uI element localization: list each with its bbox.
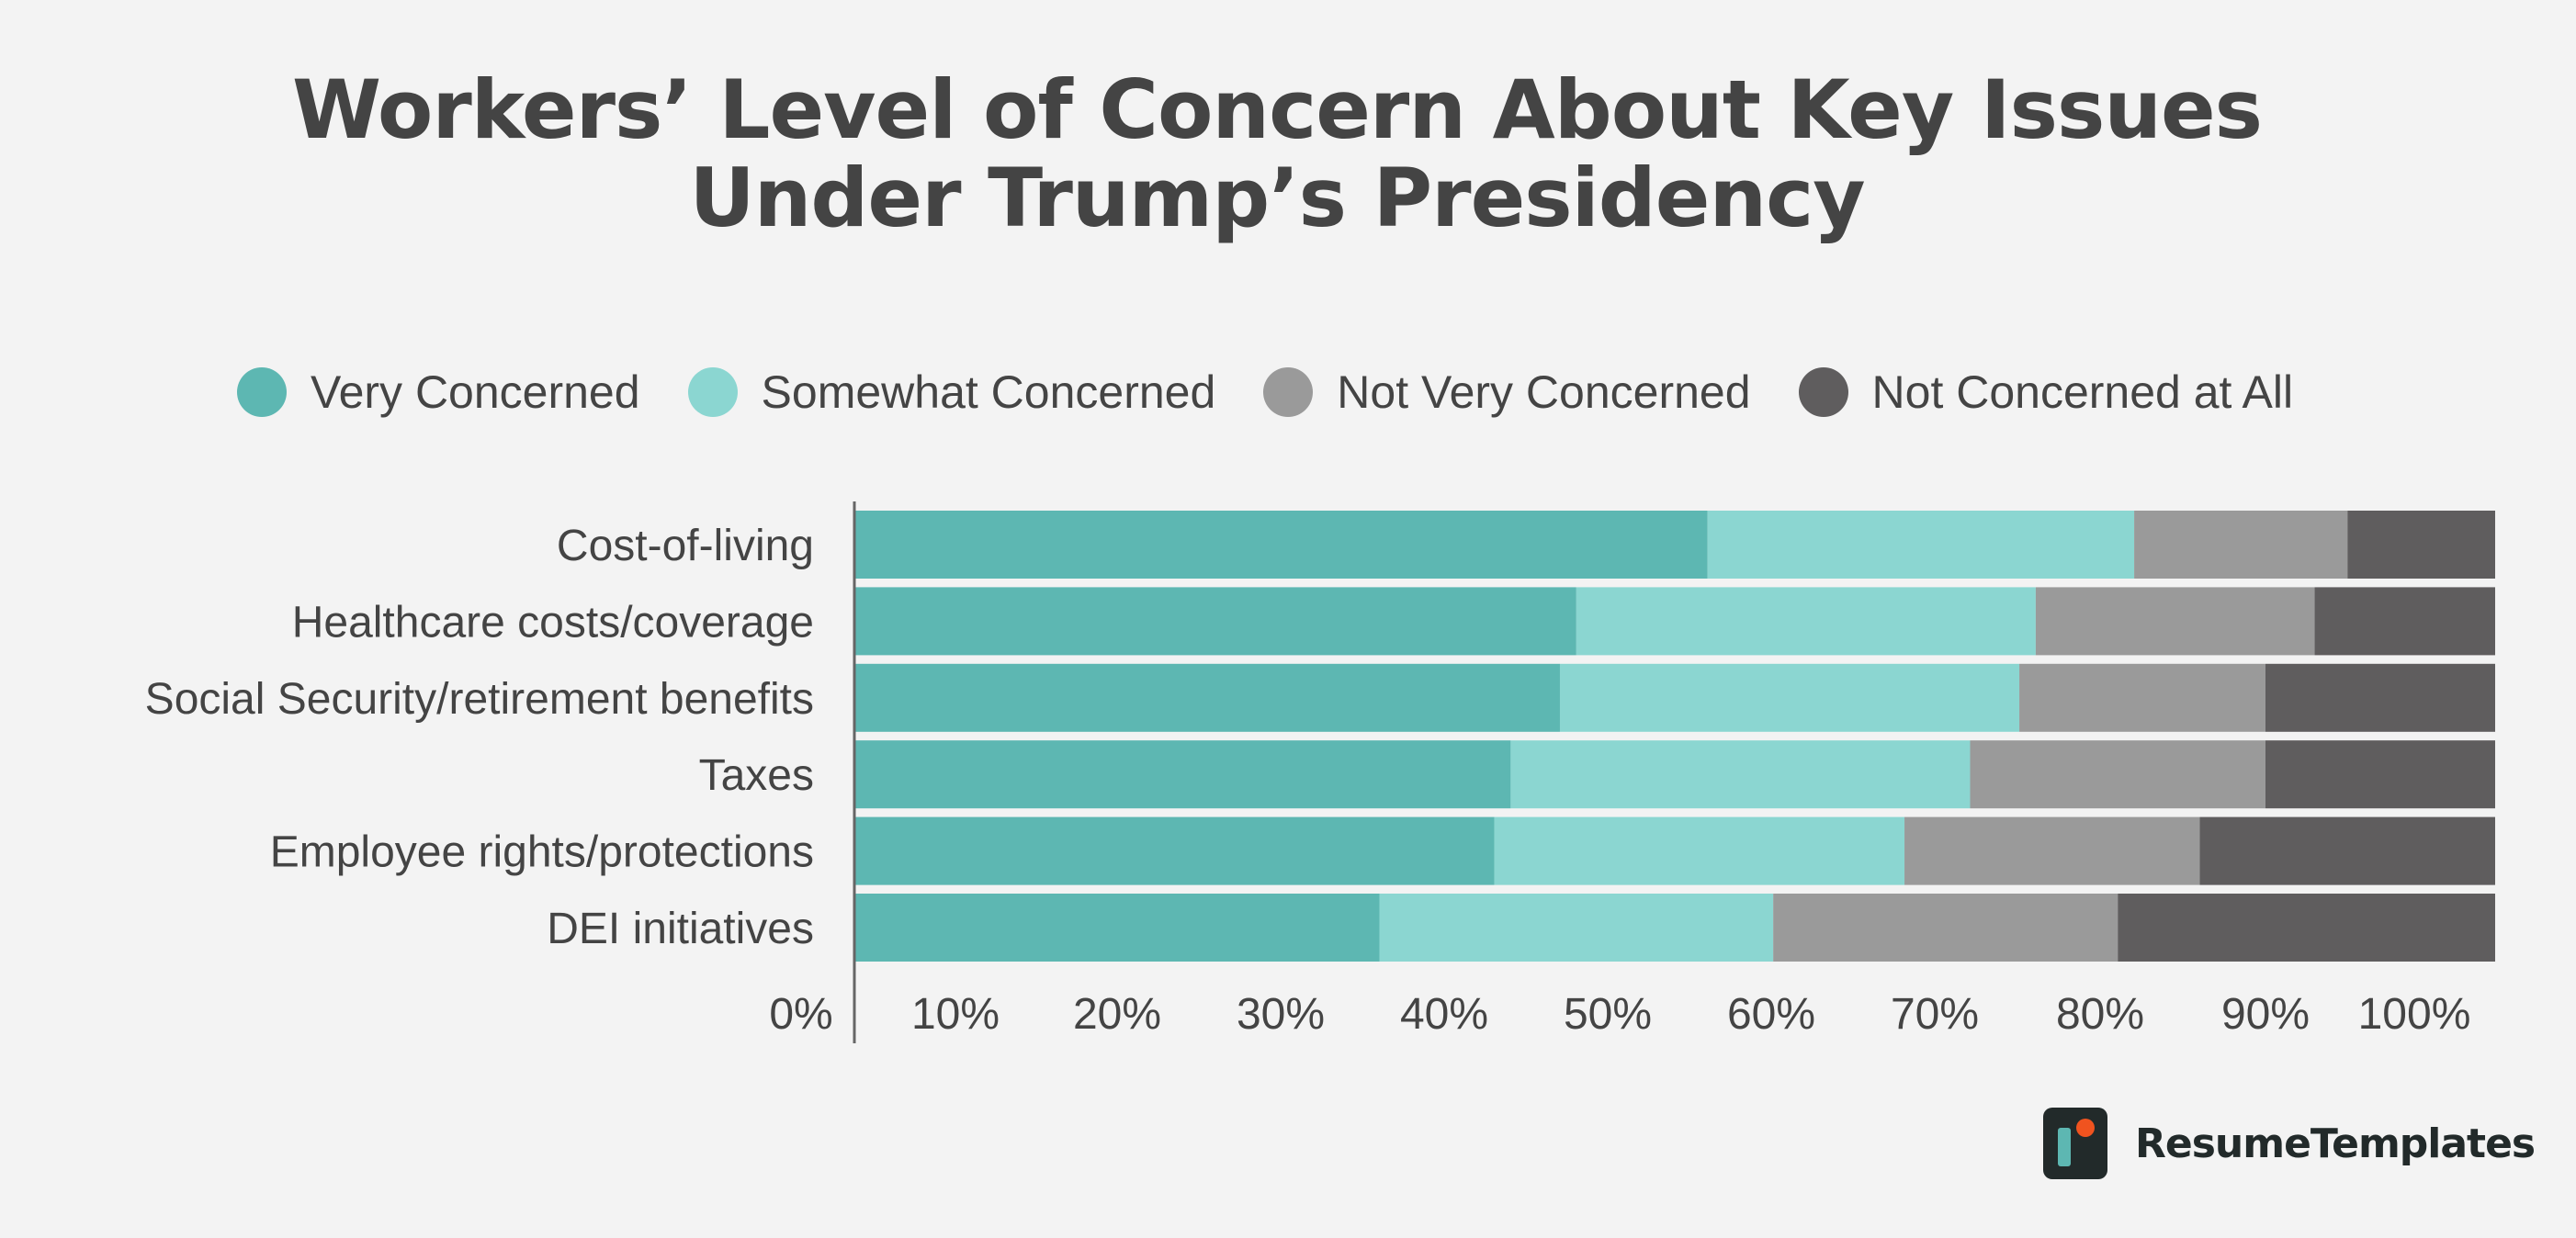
- category-label-social-security-retirement-benefits: Social Security/retirement benefits: [145, 675, 814, 724]
- bar-healthcare-costs-coverage-not-concerned-at-all: [2314, 587, 2495, 656]
- bar-social-security-retirement-benefits-very-concerned: [854, 663, 1560, 732]
- bar-taxes-very-concerned: [854, 740, 1511, 809]
- chart-title-line-2: Under Trump’s Presidency: [689, 151, 1865, 245]
- chart-legend: Very Concerned Somewhat Concerned Not Ve…: [0, 366, 2576, 419]
- x-tick-label-0-0: 0%: [769, 990, 832, 1039]
- category-label-taxes: Taxes: [699, 751, 814, 800]
- bar-dei-initiatives-not-concerned-at-all: [2118, 894, 2495, 962]
- legend-label-not-concerned-at-all: Not Concerned at All: [1871, 366, 2294, 418]
- legend-swatch-not-concerned-at-all: [1798, 367, 1848, 417]
- resumetemplates-logo-icon: [2043, 1108, 2107, 1179]
- x-tick-label-100-10: 100%: [2358, 990, 2471, 1039]
- x-tick-label-50-5: 50%: [1564, 990, 1652, 1039]
- bar-cost-of-living-not-concerned-at-all: [2347, 511, 2495, 579]
- bar-employee-rights-protections-not-concerned-at-all: [2199, 816, 2495, 885]
- brand-name: ResumeTemplates: [2135, 1120, 2536, 1167]
- legend-item-not-concerned-at-all: Not Concerned at All: [1798, 366, 2294, 419]
- x-tick-label-70-7: 70%: [1891, 990, 1979, 1039]
- bar-employee-rights-protections-somewhat-concerned: [1494, 816, 1905, 885]
- legend-swatch-somewhat-concerned: [687, 367, 738, 417]
- category-label-healthcare-costs-coverage: Healthcare costs/coverage: [292, 598, 814, 647]
- x-tick-label-90-9: 90%: [2221, 990, 2310, 1039]
- legend-item-not-very-concerned: Not Very Concerned: [1263, 366, 1751, 419]
- category-label-dei-initiatives: DEI initiatives: [547, 905, 814, 953]
- chart-title: Workers’ Level of Concern About Key Issu…: [0, 66, 2554, 242]
- category-label-cost-of-living: Cost-of-living: [557, 522, 814, 570]
- x-tick-label-80-8: 80%: [2056, 990, 2144, 1039]
- legend-item-somewhat-concerned: Somewhat Concerned: [687, 366, 1216, 419]
- x-tick-label-30-3: 30%: [1237, 990, 1325, 1039]
- bar-taxes-not-concerned-at-all: [2265, 740, 2495, 809]
- bar-employee-rights-protections-not-very-concerned: [1904, 816, 2200, 885]
- category-label-employee-rights-protections: Employee rights/protections: [270, 828, 814, 877]
- bar-dei-initiatives-not-very-concerned: [1773, 894, 2118, 962]
- bar-cost-of-living-not-very-concerned: [2134, 511, 2348, 579]
- legend-label-very-concerned: Very Concerned: [311, 366, 640, 418]
- bar-taxes-somewhat-concerned: [1510, 740, 1971, 809]
- bar-healthcare-costs-coverage-somewhat-concerned: [1576, 587, 2036, 656]
- bar-social-security-retirement-benefits-not-concerned-at-all: [2265, 663, 2495, 732]
- bar-dei-initiatives-very-concerned: [854, 894, 1380, 962]
- x-tick-label-40-4: 40%: [1400, 990, 1488, 1039]
- x-tick-label-20-2: 20%: [1073, 990, 1161, 1039]
- x-tick-label-10-1: 10%: [911, 990, 1000, 1039]
- chart-title-line-1: Workers’ Level of Concern About Key Issu…: [291, 62, 2263, 157]
- bar-social-security-retirement-benefits-somewhat-concerned: [1559, 663, 2020, 732]
- legend-label-not-very-concerned: Not Very Concerned: [1337, 366, 1751, 418]
- bar-healthcare-costs-coverage-very-concerned: [854, 587, 1576, 656]
- bar-cost-of-living-somewhat-concerned: [1707, 511, 2135, 579]
- x-tick-label-60-6: 60%: [1727, 990, 1815, 1039]
- bar-taxes-not-very-concerned: [1970, 740, 2265, 809]
- legend-swatch-not-very-concerned: [1263, 367, 1314, 417]
- bar-social-security-retirement-benefits-not-very-concerned: [2019, 663, 2265, 732]
- bar-cost-of-living-very-concerned: [854, 511, 1708, 579]
- legend-label-somewhat-concerned: Somewhat Concerned: [761, 366, 1216, 418]
- bar-dei-initiatives-somewhat-concerned: [1379, 894, 1774, 962]
- legend-item-very-concerned: Very Concerned: [237, 366, 640, 419]
- bar-employee-rights-protections-very-concerned: [854, 816, 1495, 885]
- brand-logo: ResumeTemplates: [2043, 1108, 2536, 1179]
- bar-healthcare-costs-coverage-not-very-concerned: [2035, 587, 2315, 656]
- legend-swatch-very-concerned: [237, 367, 287, 417]
